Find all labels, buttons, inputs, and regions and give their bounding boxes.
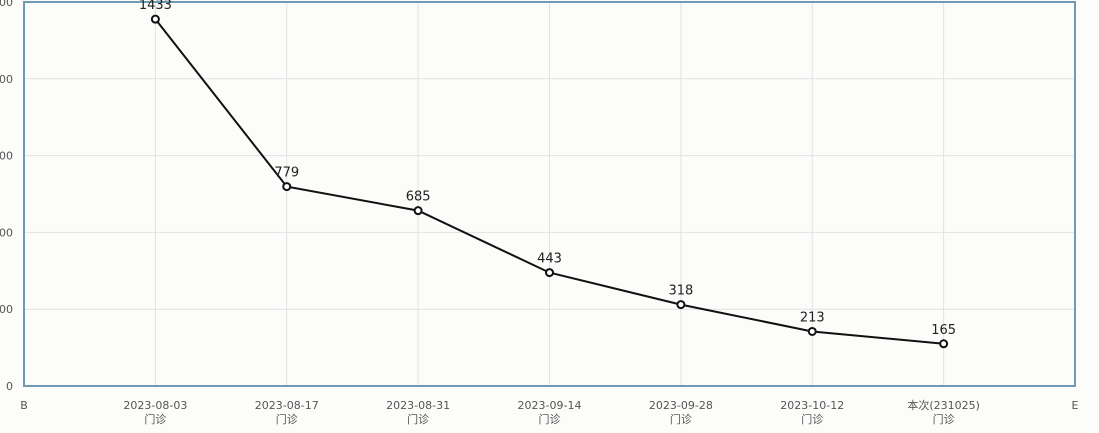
grid-lines	[24, 1, 1075, 387]
data-label: 318	[668, 284, 693, 299]
x-tick-sublabel: 门诊	[539, 412, 561, 426]
x-tick-sublabel: 门诊	[801, 412, 823, 426]
x-tick-label: 2023-09-14	[518, 399, 582, 412]
x-tick-label: 2023-08-17	[255, 399, 319, 412]
data-point	[939, 339, 949, 349]
plot-frame	[23, 1, 1076, 387]
data-labels: 1433 779 685 443 318 213 165	[139, 0, 956, 338]
data-point	[807, 326, 817, 336]
data-label: 685	[406, 190, 431, 205]
x-tick-sublabel: 门诊	[670, 412, 692, 426]
y-tick-label: 300	[0, 303, 13, 316]
x-tick-label: 2023-09-28	[649, 399, 713, 412]
y-tick-label: 1200	[0, 73, 13, 86]
x-tick-label: 2023-08-31	[386, 399, 450, 412]
x-tick-label: E	[1072, 399, 1079, 412]
y-tick-label: 900	[0, 150, 13, 163]
x-axis-ticks: B 2023-08-03门诊2023-08-17门诊2023-08-31门诊202…	[20, 398, 1078, 426]
data-label: 443	[537, 252, 562, 267]
data-label: 213	[800, 310, 825, 325]
x-tick-label: 2023-10-12	[780, 399, 844, 412]
x-tick-label: B	[20, 399, 28, 412]
data-point	[282, 182, 292, 192]
data-point	[150, 14, 160, 24]
data-point	[676, 300, 686, 310]
y-tick-label: 600	[0, 226, 13, 239]
x-tick-sublabel: 门诊	[933, 412, 955, 426]
x-tick-label: 本次(231025)	[907, 398, 980, 412]
x-tick-sublabel: 门诊	[407, 412, 429, 426]
y-tick-label: 1500	[0, 0, 13, 9]
series	[150, 14, 949, 349]
x-tick-label: 2023-08-03	[123, 399, 187, 412]
data-label: 165	[931, 323, 956, 338]
data-label: 779	[274, 166, 299, 181]
data-point	[413, 206, 423, 216]
x-tick-sublabel: 门诊	[276, 412, 298, 426]
data-point	[545, 268, 554, 278]
y-axis-ticks: 0 300 600 900 1200 1500	[0, 0, 13, 393]
data-label: 1433	[139, 0, 172, 13]
y-tick-label: 0	[6, 380, 13, 393]
x-tick-sublabel: 门诊	[144, 412, 166, 426]
